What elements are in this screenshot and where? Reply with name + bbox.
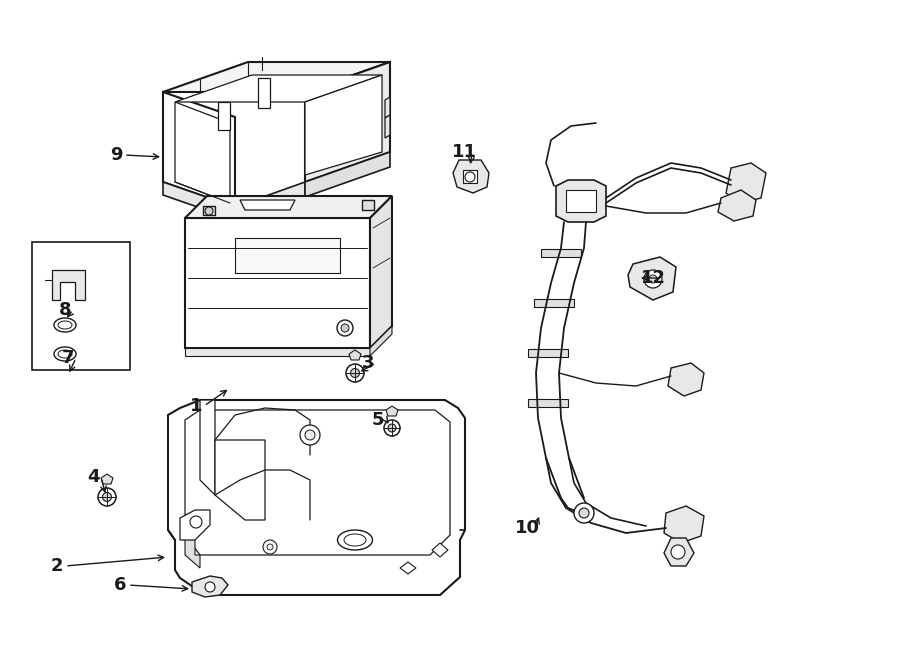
Polygon shape [185,218,370,348]
Circle shape [388,424,396,432]
Polygon shape [453,160,489,193]
Circle shape [300,425,320,445]
Polygon shape [305,152,390,197]
Polygon shape [192,576,228,597]
Text: 6: 6 [113,576,126,594]
Polygon shape [203,206,215,215]
Polygon shape [541,249,581,257]
Polygon shape [556,180,606,222]
Polygon shape [432,543,448,557]
Circle shape [98,488,116,506]
Polygon shape [726,163,766,203]
Text: 10: 10 [515,519,539,537]
Polygon shape [185,196,392,218]
Polygon shape [349,350,361,360]
Polygon shape [52,270,85,300]
Polygon shape [215,440,265,520]
Polygon shape [185,348,370,356]
Polygon shape [463,170,477,183]
Circle shape [190,516,202,528]
Circle shape [574,503,594,523]
Polygon shape [566,190,596,212]
Polygon shape [386,406,398,416]
Text: 12: 12 [641,269,665,287]
Polygon shape [628,257,676,300]
Polygon shape [101,474,113,484]
Circle shape [465,172,475,182]
Polygon shape [370,196,392,348]
Polygon shape [664,506,704,543]
Polygon shape [240,200,295,210]
Text: 2: 2 [50,557,63,575]
Polygon shape [168,400,465,595]
Circle shape [341,324,349,332]
Polygon shape [528,349,568,357]
Polygon shape [218,102,230,130]
Polygon shape [185,530,200,568]
Polygon shape [305,62,390,182]
Polygon shape [235,182,305,220]
Polygon shape [305,75,382,175]
Polygon shape [668,363,704,396]
Text: 3: 3 [362,354,374,372]
Circle shape [346,364,364,382]
Polygon shape [32,242,130,370]
Circle shape [267,544,273,550]
Polygon shape [163,182,235,220]
Circle shape [263,540,277,554]
Circle shape [671,545,685,559]
Polygon shape [200,400,215,495]
Polygon shape [528,399,568,407]
Circle shape [205,207,213,215]
Polygon shape [185,410,450,555]
Circle shape [644,270,662,288]
Polygon shape [258,78,270,108]
Polygon shape [175,75,382,102]
Polygon shape [362,200,374,210]
Circle shape [384,420,400,436]
Circle shape [350,369,359,377]
Text: 5: 5 [372,411,384,429]
Polygon shape [163,62,390,92]
Circle shape [205,582,215,592]
Polygon shape [385,97,390,118]
Circle shape [305,430,315,440]
Text: 1: 1 [190,397,203,415]
Polygon shape [175,102,230,203]
Circle shape [649,275,657,283]
Text: 7: 7 [62,349,75,367]
Polygon shape [400,562,416,574]
Circle shape [337,320,353,336]
Polygon shape [163,92,235,207]
Text: 4: 4 [86,468,99,486]
Text: 8: 8 [58,301,71,319]
Circle shape [579,508,589,518]
Text: 9: 9 [110,146,122,164]
Polygon shape [180,510,210,540]
Polygon shape [718,190,756,221]
Text: 11: 11 [452,143,476,161]
Polygon shape [385,115,390,138]
Polygon shape [664,538,694,566]
Polygon shape [370,326,392,356]
Polygon shape [235,238,340,273]
Polygon shape [534,299,574,307]
Circle shape [103,493,112,502]
